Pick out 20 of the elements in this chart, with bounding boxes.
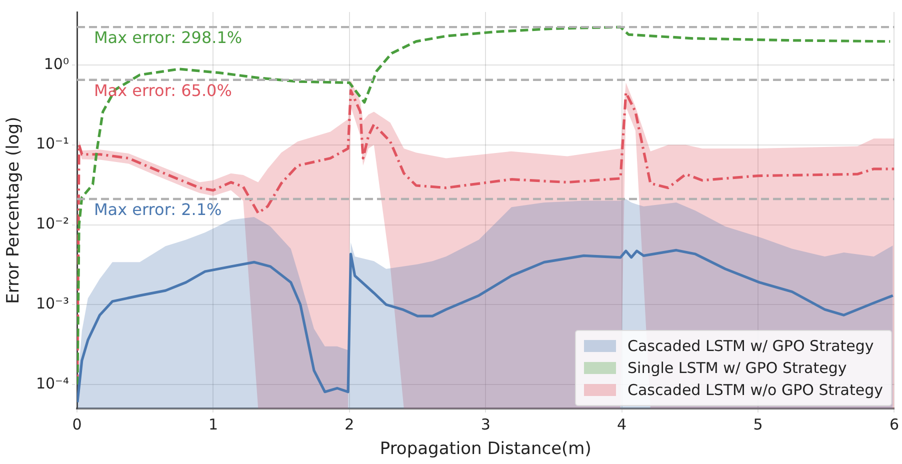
legend-label: Cascaded LSTM w/ GPO Strategy: [628, 337, 874, 355]
x-tick-label: 5: [753, 415, 763, 434]
y-tick-label: 10⁻²: [36, 214, 69, 233]
ref-line-label: Max error: 298.1%: [94, 28, 242, 48]
y-tick-label: 10⁻⁴: [36, 374, 69, 392]
x-tick-label: 2: [344, 415, 354, 434]
y-tick-label: 10⁰: [44, 54, 69, 73]
x-tick-label: 3: [480, 415, 490, 434]
x-tick-label: 4: [617, 415, 627, 434]
x-axis-title: Propagation Distance(m): [380, 439, 592, 460]
ref-line-label: Max error: 65.0%: [94, 81, 232, 100]
ref-line-label: Max error: 2.1%: [94, 200, 222, 220]
legend-label: Cascaded LSTM w/o GPO Strategy: [628, 381, 883, 399]
x-tick-label: 0: [72, 415, 82, 434]
y-axis-title: Error Percentage (log): [4, 116, 24, 304]
x-tick-label: 6: [889, 415, 899, 434]
x-tick-label: 1: [208, 415, 218, 434]
y-tick-label: 10⁻¹: [36, 134, 69, 153]
y-tick-label: 10⁻³: [36, 294, 69, 313]
legend-label: Single LSTM w/ GPO Strategy: [628, 359, 847, 377]
